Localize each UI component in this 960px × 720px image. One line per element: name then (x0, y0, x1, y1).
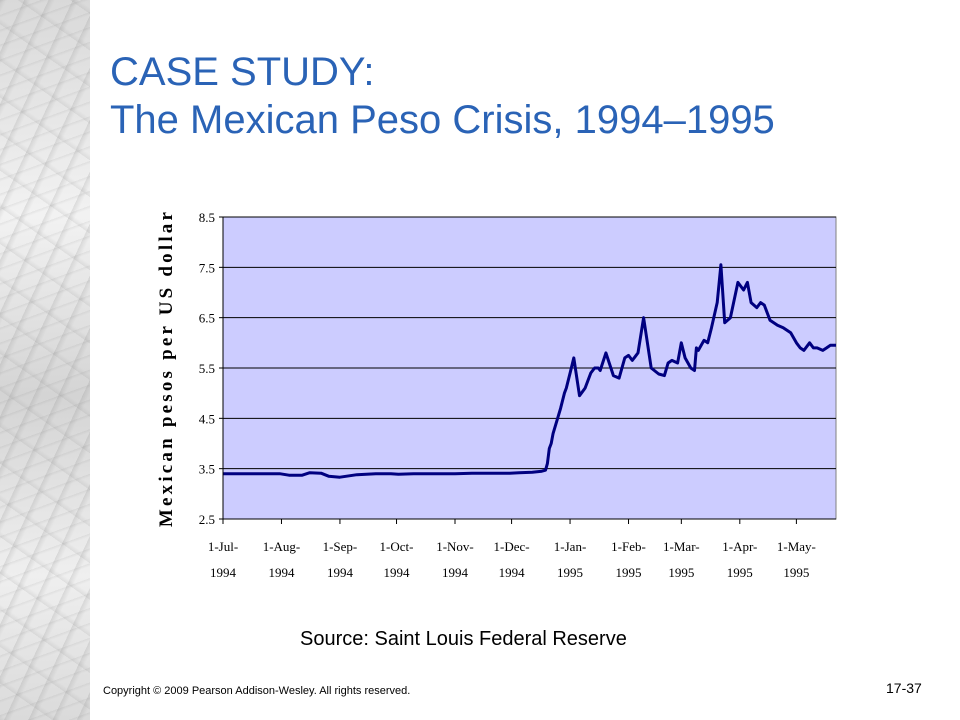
x-tick-label: 1-Nov- (436, 539, 474, 554)
marble-background-strip (0, 0, 90, 720)
x-tick-label: 1-Aug- (263, 539, 301, 554)
x-tick-label: 1-Mar- (663, 539, 700, 554)
y-tick-label: 6.5 (199, 311, 215, 326)
x-tick-label: 1-Jul- (208, 539, 238, 554)
x-tick-label: 1-May- (777, 539, 816, 554)
x-tick-year: 1994 (327, 565, 354, 580)
exchange-rate-line (223, 263, 836, 479)
slide-title-line2: The Mexican Peso Crisis, 1994–1995 (110, 98, 775, 142)
x-tick-label: 1-Jan- (554, 539, 587, 554)
x-tick-year: 1995 (668, 565, 694, 580)
x-tick-year: 1994 (442, 565, 469, 580)
y-axis-label: Mexican pesos per US dollar (156, 209, 177, 527)
copyright-notice: Copyright © 2009 Pearson Addison-Wesley.… (103, 685, 411, 697)
y-tick-label: 8.5 (199, 210, 215, 225)
x-tick-label: 1-Dec- (494, 539, 530, 554)
slide-title-line1: CASE STUDY: (110, 50, 375, 94)
x-tick-year: 1994 (210, 565, 237, 580)
x-tick-label: 1-Oct- (380, 539, 414, 554)
y-tick-label: 7.5 (199, 260, 215, 275)
peso-exchange-rate-chart: 8.5 7.5 6.5 5.5 4.5 3.5 2.5 1-Jul- 1994 1-Aug- 19… (156, 209, 837, 580)
slide-number: 17-37 (886, 680, 922, 696)
x-tick-year: 1995 (783, 565, 809, 580)
x-tick-year: 1995 (557, 565, 583, 580)
x-tick-label: 1-Sep- (323, 539, 358, 554)
y-tick-label: 2.5 (199, 512, 215, 527)
x-tick-label: 1-Apr- (722, 539, 757, 554)
x-tick-year: 1995 (727, 565, 753, 580)
y-tick-label: 5.5 (199, 361, 215, 376)
x-tick-year: 1994 (384, 565, 411, 580)
source-note: Source: Saint Louis Federal Reserve (300, 628, 627, 650)
y-tick-label: 4.5 (199, 411, 215, 426)
x-tick-year: 1995 (616, 565, 642, 580)
x-tick-year: 1994 (499, 565, 526, 580)
y-tick-label: 3.5 (199, 462, 215, 477)
x-tick-label: 1-Feb- (611, 539, 646, 554)
x-tick-year: 1994 (268, 565, 295, 580)
